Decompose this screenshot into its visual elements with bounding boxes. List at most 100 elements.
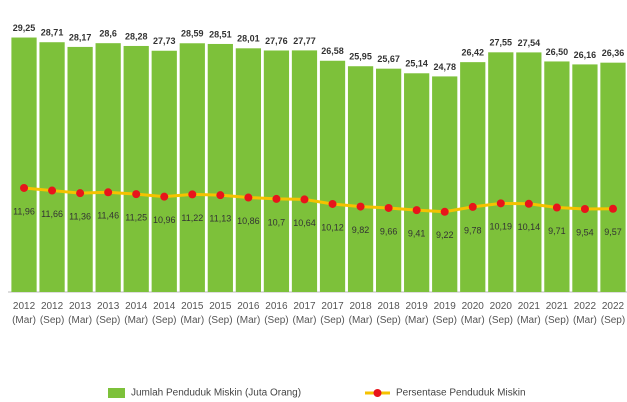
x-tick-label: 2012 (Sep) bbox=[39, 301, 65, 326]
line-marker bbox=[76, 189, 85, 198]
line-value-label: 9,82 bbox=[352, 225, 370, 235]
x-tick-label: 2020 (Mar) bbox=[460, 301, 485, 326]
line-value-label: 11,46 bbox=[97, 211, 119, 221]
bar bbox=[263, 50, 290, 292]
bar-value-label: 24,78 bbox=[433, 62, 456, 72]
bar-value-label: 26,58 bbox=[321, 46, 344, 56]
line-value-label: 9,22 bbox=[436, 230, 454, 240]
line-marker bbox=[132, 190, 141, 199]
line-value-label: 9,71 bbox=[548, 226, 566, 236]
bar-value-label: 27,55 bbox=[490, 38, 513, 48]
line-marker bbox=[244, 193, 253, 202]
bar-value-label: 27,77 bbox=[293, 36, 316, 46]
line-value-label: 9,54 bbox=[576, 227, 594, 237]
line-value-label: 11,22 bbox=[181, 213, 203, 223]
line-value-label: 11,36 bbox=[69, 212, 91, 222]
bar-value-label: 27,73 bbox=[153, 36, 176, 46]
line-value-label: 10,86 bbox=[237, 216, 260, 226]
bar bbox=[404, 73, 430, 292]
bar-value-label: 27,54 bbox=[518, 38, 541, 48]
bar-value-label: 25,95 bbox=[349, 52, 372, 62]
bar bbox=[600, 62, 626, 292]
line-marker bbox=[608, 204, 617, 213]
x-tick-label: 2017 (Sep) bbox=[320, 301, 345, 326]
line-value-label: 9,66 bbox=[380, 226, 398, 236]
bar bbox=[39, 42, 65, 293]
x-tick-label: 2015 (Mar) bbox=[180, 301, 205, 326]
line-value-label: 11,13 bbox=[209, 214, 231, 224]
x-tick-label: 2018 (Mar) bbox=[348, 301, 373, 326]
legend-label: Persentase Penduduk Miskin bbox=[396, 388, 526, 399]
bar bbox=[375, 68, 402, 293]
bar bbox=[516, 52, 542, 292]
bar-value-label: 28,01 bbox=[237, 34, 260, 44]
line bbox=[23, 186, 613, 214]
bar bbox=[460, 62, 486, 293]
bar-value-label: 28,28 bbox=[125, 31, 148, 41]
x-tick-label: 2015 (Sep) bbox=[208, 301, 233, 326]
x-tick-label: 2018 (Sep) bbox=[376, 301, 401, 326]
bar bbox=[432, 76, 458, 292]
legend-label: Jumlah Penduduk Miskin (Juta Orang) bbox=[131, 388, 301, 399]
line-value-label: 11,96 bbox=[13, 206, 35, 216]
bar bbox=[488, 52, 514, 292]
x-tick-label: 2019 (Mar) bbox=[404, 301, 429, 326]
line-value-label: 10,19 bbox=[490, 222, 513, 232]
line-value-label: 11,25 bbox=[125, 213, 147, 223]
line-value-label: 10,12 bbox=[321, 222, 344, 232]
line-value-label: 10,7 bbox=[268, 217, 286, 227]
line-marker bbox=[580, 205, 589, 214]
line-value-label: 9,57 bbox=[604, 227, 622, 237]
bar-value-label: 26,36 bbox=[602, 48, 625, 58]
x-tick-label: 2017 (Mar) bbox=[292, 301, 317, 326]
line-marker bbox=[552, 203, 561, 212]
line-value-label: 9,78 bbox=[464, 225, 482, 235]
x-tick-label: 2022 (Mar) bbox=[572, 301, 597, 326]
bar-value-label: 26,42 bbox=[461, 48, 484, 58]
bar bbox=[123, 45, 149, 292]
bar-value-label: 28,51 bbox=[209, 29, 232, 39]
bar-value-label: 28,17 bbox=[69, 32, 92, 42]
bar bbox=[67, 46, 93, 292]
line-marker bbox=[272, 194, 281, 203]
line-marker bbox=[48, 186, 57, 195]
line-marker bbox=[160, 192, 169, 201]
line-marker bbox=[440, 207, 449, 216]
bar bbox=[11, 37, 37, 293]
bar-value-label: 29,25 bbox=[13, 23, 36, 33]
x-tick-label: 2016 (Mar) bbox=[236, 301, 261, 326]
x-tick-label: 2013 (Mar) bbox=[68, 301, 93, 326]
legend-swatch bbox=[108, 388, 125, 398]
bar-value-label: 26,16 bbox=[574, 50, 597, 60]
x-tick-label: 2019 (Sep) bbox=[432, 301, 457, 326]
line-marker bbox=[188, 190, 197, 199]
x-tick-label: 2020 (Sep) bbox=[488, 301, 513, 326]
line-marker bbox=[384, 203, 393, 212]
line-value-label: 10,14 bbox=[518, 222, 541, 232]
bar-value-label: 26,50 bbox=[546, 47, 569, 57]
bar bbox=[95, 43, 121, 293]
line-value-label: 10,64 bbox=[293, 218, 316, 228]
line-marker bbox=[20, 183, 29, 192]
x-tick-label: 2021 (Mar) bbox=[516, 301, 541, 326]
line-value-label: 10,96 bbox=[153, 215, 176, 225]
bar-value-label: 27,76 bbox=[265, 36, 288, 46]
bar bbox=[151, 50, 177, 293]
bar-value-label: 25,14 bbox=[405, 59, 428, 69]
bar bbox=[291, 50, 318, 292]
bar bbox=[319, 60, 346, 293]
line-value-label: 9,41 bbox=[408, 229, 426, 239]
line-value-label: 11,66 bbox=[41, 209, 63, 219]
bar bbox=[572, 64, 598, 293]
x-tick-label: 2012 (Mar) bbox=[12, 301, 36, 326]
x-tick-label: 2014 (Sep) bbox=[152, 301, 177, 326]
line-marker bbox=[300, 195, 309, 204]
bar bbox=[347, 66, 374, 292]
line-marker bbox=[468, 202, 477, 211]
x-tick-label: 2013 (Sep) bbox=[95, 301, 121, 326]
bar bbox=[235, 48, 262, 292]
line-marker bbox=[524, 199, 533, 208]
line-marker bbox=[216, 191, 225, 200]
